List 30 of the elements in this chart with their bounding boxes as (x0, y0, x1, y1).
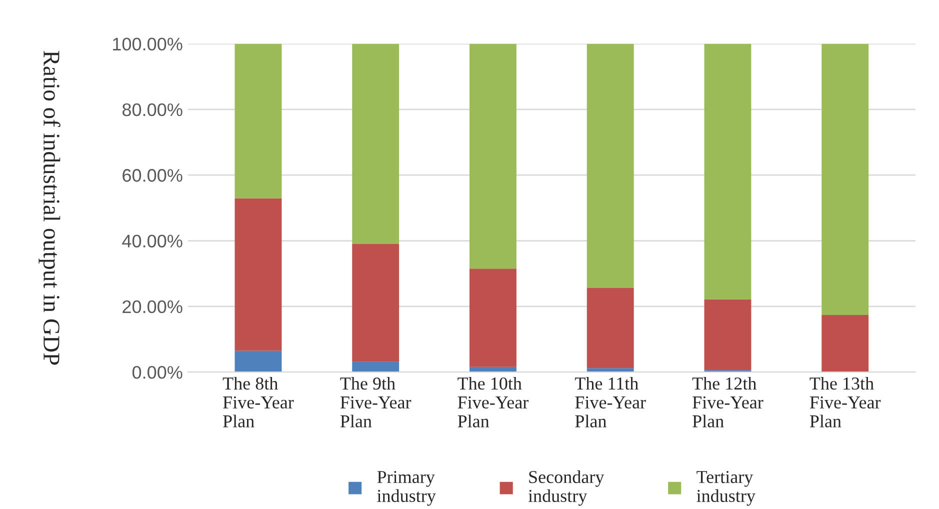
bar (586, 44, 634, 288)
y-axis-title: Ratio of industrial output in GDP (38, 50, 60, 365)
y-tick-label: 100.00% (113, 38, 182, 50)
x-tick-label: The 12th Five-Year Plan (692, 376, 764, 428)
bar (352, 44, 400, 244)
bar (234, 350, 282, 372)
y-tick-label: 60.00% (122, 169, 182, 182)
legend-label: Primary industry (377, 470, 436, 506)
bar (234, 44, 282, 198)
bar (470, 44, 516, 269)
x-tick-label: The 10th Five-Year Plan (458, 376, 529, 428)
legend-label: Tertiary industry (696, 470, 756, 506)
x-tick-label: The 8th Five-Year Plan (222, 376, 294, 428)
bar (704, 299, 752, 370)
bar (352, 362, 400, 372)
bar (822, 314, 869, 372)
x-tick-label: The 11th Five-Year Plan (574, 376, 646, 428)
bar (234, 198, 282, 351)
bar (470, 268, 516, 367)
legend-label: Secondary industry (528, 470, 604, 506)
bar (352, 244, 400, 362)
x-tick-label: The 9th Five-Year Plan (340, 376, 412, 428)
bar (704, 44, 752, 300)
y-tick-label: 80.00% (122, 103, 182, 116)
bar (586, 288, 634, 368)
y-tick-label: 0.00% (132, 366, 182, 379)
y-tick-label: 40.00% (122, 234, 182, 248)
x-tick-label: The 13th Five-Year Plan (810, 376, 881, 428)
bar (822, 44, 869, 315)
y-tick-label: 20.00% (122, 300, 182, 314)
